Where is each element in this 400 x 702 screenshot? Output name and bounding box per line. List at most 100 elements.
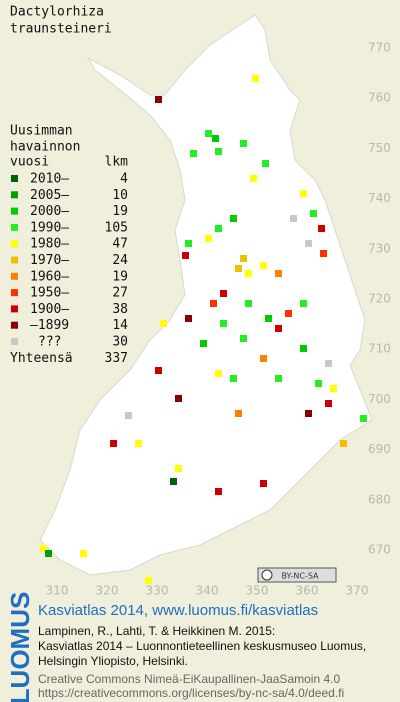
legend-label: 1970– <box>30 253 69 268</box>
legend-count: 14 <box>112 318 128 333</box>
legend-heading: havainnon <box>10 140 80 155</box>
record-square <box>212 135 219 142</box>
legend-count: 47 <box>112 237 128 252</box>
east-grid-label: 340 <box>196 584 219 598</box>
north-grid-label: 680 <box>368 492 391 506</box>
record-square <box>260 480 267 487</box>
legend-label: 1990– <box>30 220 69 235</box>
record-square <box>325 400 332 407</box>
legend-swatch <box>11 223 18 231</box>
record-square <box>245 270 252 277</box>
east-grid-label: 370 <box>346 584 369 598</box>
citation: Lampinen, R., Lahti, T. & Heikkinen M. 2… <box>38 624 275 638</box>
record-square <box>215 488 222 495</box>
north-grid-label: 700 <box>368 392 391 406</box>
badge-box <box>257 567 337 583</box>
legend-swatch <box>11 289 18 297</box>
legend-total-count: 337 <box>105 351 128 366</box>
record-square <box>205 235 212 242</box>
record-square <box>245 300 252 307</box>
record-square <box>275 270 282 277</box>
north-grid-label: 710 <box>368 342 391 356</box>
legend-total-label: Yhteensä <box>10 351 73 366</box>
record-square <box>160 320 167 327</box>
legend-swatch <box>11 175 18 182</box>
record-square <box>235 410 242 417</box>
record-square <box>215 148 222 155</box>
legend-swatch <box>11 191 18 199</box>
record-square <box>300 300 307 307</box>
record-square <box>220 320 227 327</box>
record-square <box>205 130 212 137</box>
legend-count: 19 <box>112 204 128 219</box>
legend-count: 24 <box>112 253 128 268</box>
record-square <box>190 150 197 157</box>
species-title: traunsteineri <box>10 22 112 37</box>
legend-swatch <box>11 207 18 215</box>
record-square <box>275 375 282 382</box>
east-grid-label: 360 <box>296 584 319 598</box>
record-square <box>182 252 189 259</box>
record-square <box>290 215 297 222</box>
record-square <box>185 240 192 247</box>
record-square <box>215 225 222 232</box>
badge-icon <box>261 569 273 581</box>
legend-label: ??? <box>38 335 61 350</box>
record-square <box>220 290 227 297</box>
north-grid-label: 670 <box>368 543 391 557</box>
license-text: https://creativecommons.org/licenses/by-… <box>38 686 344 700</box>
legend-label: 2010– <box>30 172 69 187</box>
legend-count: 10 <box>112 188 128 203</box>
north-grid-label: 720 <box>368 292 391 306</box>
east-grid-label: 320 <box>96 584 119 598</box>
legend-swatch <box>11 338 18 345</box>
record-square <box>170 478 177 485</box>
record-square <box>330 385 337 392</box>
record-square <box>235 265 242 272</box>
legend-swatch <box>11 240 18 248</box>
record-square <box>240 255 247 262</box>
license-badge: BY-NC-SA <box>257 567 337 583</box>
legend-label: 2000– <box>30 204 69 219</box>
record-square <box>325 360 332 367</box>
record-square <box>145 577 152 584</box>
record-square <box>155 367 162 374</box>
legend-label: –1899 <box>30 318 69 333</box>
legend-count: 105 <box>105 220 128 235</box>
record-square <box>175 465 182 472</box>
legend-swatch <box>11 272 18 280</box>
record-square <box>300 345 307 352</box>
legend-label: 1950– <box>30 286 69 301</box>
record-square <box>360 415 367 422</box>
record-square <box>315 380 322 387</box>
legend-label: 1900– <box>30 302 69 317</box>
legend-count: 30 <box>112 335 128 350</box>
luomus-logo: LUOMUS <box>5 592 35 702</box>
record-square <box>260 262 267 269</box>
legend-swatch <box>11 321 18 329</box>
record-square <box>185 315 192 322</box>
legend-label: 2005– <box>30 188 69 203</box>
grid-labels: 770 760 750 740 730 720 710 700 690 680 670 310 320 3… <box>46 41 391 598</box>
legend-label: 1980– <box>30 237 69 252</box>
license-text: Creative Commons Nimeä-EiKaupallinen-Jaa… <box>38 672 340 686</box>
record-square <box>285 310 292 317</box>
record-square <box>240 140 247 147</box>
species-title: Dactylorhiza <box>10 5 104 20</box>
atlas-link: Kasviatlas 2014, www.luomus.fi/kasviatla… <box>38 602 318 619</box>
east-grid-label: 310 <box>46 584 69 598</box>
record-square <box>252 75 259 82</box>
legend-count: 19 <box>112 269 128 284</box>
record-square <box>215 370 222 377</box>
record-square <box>40 545 47 552</box>
north-grid-label: 750 <box>368 141 391 155</box>
legend-label: 1960– <box>30 269 69 284</box>
record-square <box>230 375 237 382</box>
east-grid-label: 350 <box>246 584 269 598</box>
record-square <box>305 240 312 247</box>
record-square <box>275 325 282 332</box>
legend-swatch <box>11 305 18 313</box>
record-square <box>320 250 327 257</box>
